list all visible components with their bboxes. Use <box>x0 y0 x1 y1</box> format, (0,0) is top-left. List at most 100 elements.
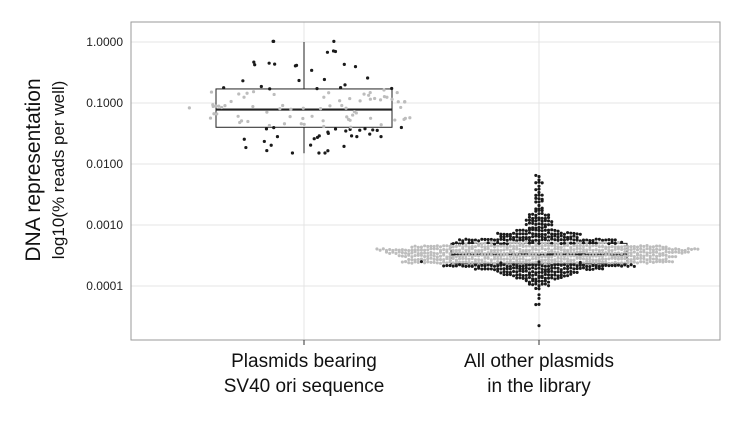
data-point <box>531 270 535 274</box>
data-point <box>635 256 640 260</box>
data-point <box>419 245 423 249</box>
data-point <box>655 254 659 258</box>
data-point <box>648 245 652 249</box>
data-point <box>502 241 506 245</box>
data-point <box>642 260 646 264</box>
data-point <box>527 253 532 257</box>
data-point <box>442 247 446 252</box>
data-point <box>550 237 554 241</box>
data-point <box>578 241 582 245</box>
data-point <box>502 248 506 252</box>
data-point <box>229 99 233 104</box>
data-point <box>553 247 557 251</box>
data-point <box>399 125 403 130</box>
data-point <box>454 250 458 254</box>
data-point <box>454 260 458 264</box>
data-point <box>655 250 659 254</box>
data-point <box>492 254 497 258</box>
data-point <box>604 257 608 261</box>
data-point <box>540 260 544 264</box>
data-point <box>651 245 655 249</box>
data-point <box>531 247 535 251</box>
data-point <box>442 244 446 248</box>
data-point <box>467 264 471 268</box>
data-point <box>575 270 579 274</box>
data-point <box>531 240 535 244</box>
data-point <box>537 244 541 248</box>
data-point <box>540 229 544 233</box>
data-point <box>496 260 500 264</box>
data-point <box>556 266 560 270</box>
data-point <box>518 247 522 251</box>
data-point <box>502 270 506 274</box>
data-point <box>601 260 605 264</box>
data-point <box>458 254 462 258</box>
data-point <box>594 264 598 268</box>
data-point <box>655 260 659 264</box>
data-point <box>524 260 528 264</box>
data-point <box>521 242 525 246</box>
data-point <box>366 76 370 80</box>
data-point <box>537 218 541 222</box>
data-point <box>423 261 427 265</box>
data-point <box>388 251 392 255</box>
data-point <box>531 228 535 232</box>
data-point <box>591 251 595 255</box>
data-point <box>438 245 443 249</box>
data-point <box>223 104 227 108</box>
data-point <box>597 250 601 255</box>
plot-panel <box>130 21 721 341</box>
data-point <box>578 257 582 261</box>
data-point <box>527 231 532 235</box>
data-point <box>265 110 269 114</box>
data-point <box>534 200 538 204</box>
data-point <box>591 254 595 258</box>
data-point <box>591 258 595 262</box>
data-point <box>543 225 547 229</box>
data-point <box>521 257 525 261</box>
data-point <box>648 259 652 264</box>
data-point <box>562 266 566 270</box>
data-point <box>368 90 372 95</box>
data-point <box>345 115 349 119</box>
data-point <box>604 247 608 251</box>
data-point <box>315 87 319 91</box>
data-point <box>553 250 557 254</box>
data-point <box>696 247 700 251</box>
data-point <box>496 251 500 255</box>
data-point <box>429 244 433 248</box>
data-point <box>505 247 509 251</box>
y-tick-label: 0.1000 <box>86 96 123 110</box>
data-point <box>531 221 535 225</box>
data-point <box>499 254 503 258</box>
data-point <box>559 275 563 279</box>
data-point <box>588 248 592 252</box>
data-point <box>242 137 246 141</box>
data-point <box>594 241 598 245</box>
data-point <box>537 228 541 232</box>
data-point <box>527 248 532 252</box>
data-point <box>496 231 500 235</box>
data-point <box>515 270 519 274</box>
data-point <box>597 264 601 268</box>
data-point <box>588 245 592 249</box>
data-point <box>470 254 474 258</box>
data-point <box>534 238 538 242</box>
data-point <box>575 236 579 240</box>
data-point <box>534 188 538 192</box>
data-point <box>534 263 538 267</box>
data-point <box>367 93 371 97</box>
y-axis-subtitle: log10(% reads per well) <box>49 81 68 260</box>
data-point <box>251 90 256 94</box>
data-point <box>543 248 547 252</box>
data-point <box>632 260 636 264</box>
data-point <box>543 254 547 259</box>
data-point <box>645 247 649 251</box>
data-point <box>616 247 620 251</box>
data-point <box>527 282 532 286</box>
data-point <box>553 242 557 246</box>
data-point <box>601 241 605 245</box>
data-point <box>591 260 595 264</box>
data-point <box>524 229 528 233</box>
data-point <box>355 134 359 139</box>
